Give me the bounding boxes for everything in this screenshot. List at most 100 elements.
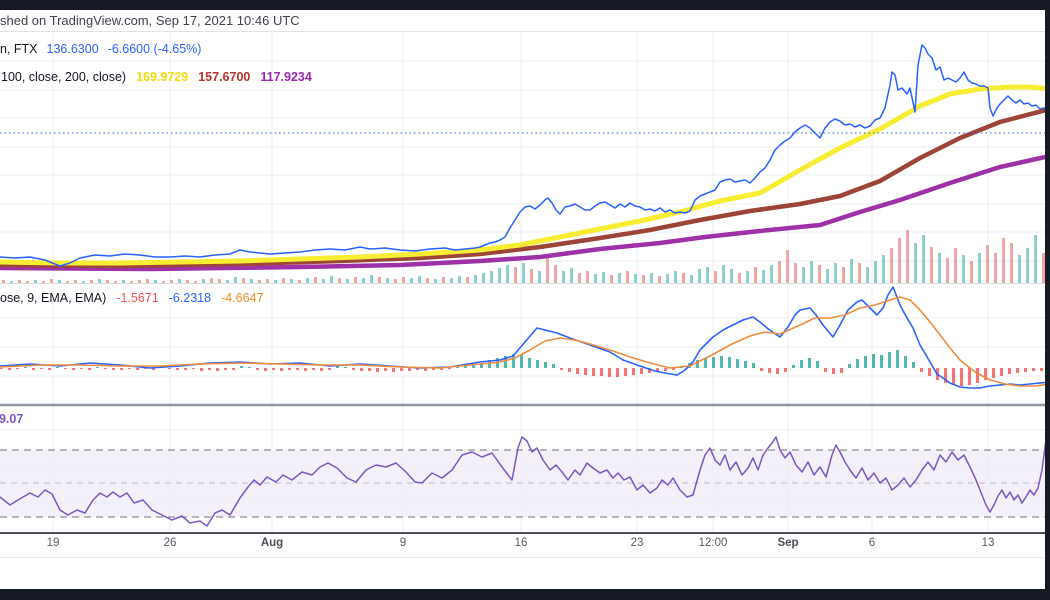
volume-bar [242,278,245,283]
volume-bar [1034,235,1037,283]
macd-histogram-bar [880,355,883,368]
volume-bar [810,261,813,283]
macd-histogram-bar [272,368,275,370]
macd-histogram-bar [632,368,635,375]
macd-histogram-bar [416,368,419,370]
volume-bar [274,280,277,283]
rsi-line [0,422,1050,527]
volume-bar [722,265,725,283]
volume-bar [522,263,525,283]
macd-histogram-bar [48,368,51,370]
volume-bar [746,271,749,283]
volume-bar [290,279,293,283]
macd-histogram-bar [480,363,483,368]
macd-histogram-bar [424,368,427,371]
macd-histogram-bar [784,368,787,372]
macd-histogram-bar [288,368,291,370]
volume-bar [642,275,645,283]
macd-histogram-bar [464,365,467,368]
macd-histogram-bar [760,368,763,371]
last-price: 136.6300 [46,42,99,56]
time-axis[interactable]: 19 26 Aug 9 16 23 12:00 Sep 6 13 [0,537,1050,555]
macd-histogram-bar [944,368,947,383]
macd-value-2: -4.6647 [221,291,264,305]
volume-bar [66,281,69,283]
volume-bar [602,272,605,283]
right-letterbox-bar [1045,0,1050,600]
macd-histogram-bar [976,368,979,383]
time-tick-26: 26 [163,537,177,549]
volume-bar [866,267,869,283]
macd-histogram-bar [528,358,531,368]
macd-histogram-bar [120,368,123,370]
macd-histogram-bar [848,364,851,368]
volume-bar [82,281,85,283]
ma-legend[interactable]: 100, close, 200, close) 169.9729 157.6700 1… [1,70,312,84]
macd-histogram-bar [264,368,267,371]
volume-bar [202,279,205,283]
volume-bar [490,271,493,283]
macd-legend[interactable]: ose, 9, EMA, EMA) -1.5671 -6.2318 -4.6647 [0,291,264,305]
macd-histogram-bar [656,368,659,372]
time-tick-Aug: Aug [260,537,284,549]
volume-bar [962,255,965,283]
macd-histogram-bar [280,368,283,371]
volume-bar [90,280,93,283]
macd-histogram-bar [568,368,571,372]
volume-bar [826,269,829,283]
symbol-legend[interactable]: n, FTX 136.6300 -6.6600 (-4.65%) [0,42,201,56]
macd-histogram-bar [400,368,403,371]
macd-histogram-bar [800,360,803,368]
volume-bar [938,253,941,283]
macd-histogram-bar [912,362,915,368]
volume-bar [130,281,133,283]
volume-bar [194,281,197,283]
macd-histogram-bar [16,368,19,369]
volume-bar [386,278,389,283]
ma-slow-purple [0,153,1050,272]
macd-histogram-bar [104,368,107,369]
macd-histogram-bar [1000,368,1003,376]
macd-histogram-bar [184,368,187,370]
volume-bar [426,278,429,283]
macd-histogram-bar [608,368,611,377]
macd-histogram-bar [808,358,811,368]
volume-bar [562,271,565,283]
volume-bar [954,248,957,283]
volume-bar [626,271,629,283]
volume-bar [98,279,101,283]
symbol-label: n, FTX [0,42,38,56]
volume-bar [250,279,253,283]
macd-histogram-bar [208,368,211,370]
rsi-legend[interactable]: 29.07 [0,412,23,426]
macd-histogram-bar [488,360,491,368]
time-tick-13: 13 [981,537,995,549]
macd-histogram-bar [720,356,723,368]
volume-bar [1002,238,1005,283]
macd-histogram-bar [616,368,619,377]
macd-histogram-bar [384,368,387,371]
volume-bar [418,276,421,283]
macd-histogram-bar [128,368,131,369]
ma-value-1: 157.6700 [198,70,251,84]
volume-bar [786,250,789,283]
time-tick-12:00: 12:00 [698,537,728,549]
volume-bar [1010,243,1013,283]
volume-bar [394,279,397,283]
volume-bar [18,280,21,283]
volume-bar [554,265,557,283]
volume-bar [234,277,237,283]
volume-bar [850,259,853,283]
volume-bar [306,278,309,283]
macd-histogram-bar [240,366,243,368]
macd-histogram-bar [600,368,603,376]
macd-histogram-bar [816,361,819,368]
macd-value-0: -1.5671 [116,291,159,305]
macd-histogram-bar [832,368,835,374]
macd-histogram-bar [504,356,507,368]
macd-histogram-bar [672,368,675,370]
volume-bar [698,269,701,283]
macd-histogram-bar [1040,368,1043,371]
macd-histogram-bar [72,368,75,370]
